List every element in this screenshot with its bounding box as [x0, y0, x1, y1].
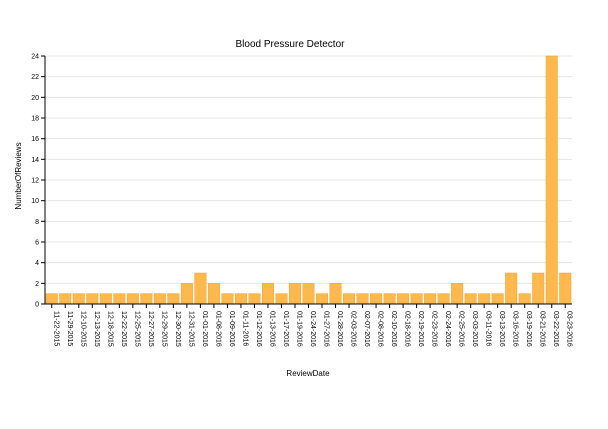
x-tick-label: 12-18-2015 [106, 311, 113, 347]
x-tick-label: 02-23-2016 [431, 311, 438, 347]
bar [559, 272, 572, 305]
bar [59, 293, 72, 305]
chart-title: Blood Pressure Detector [236, 39, 346, 50]
y-tick-label: 22 [31, 74, 39, 81]
x-tick-label: 12-25-2015 [133, 311, 140, 347]
x-tick-label: 03-23-2016 [566, 311, 573, 347]
x-tick-label: 02-07-2016 [363, 311, 370, 347]
bar [221, 293, 234, 305]
x-tick-label: 01-27-2016 [323, 311, 330, 347]
gridlines [45, 55, 572, 284]
bar [383, 293, 396, 305]
x-tick-label: 12-27-2015 [147, 311, 154, 347]
x-tick-label: 01-11-2016 [241, 311, 248, 346]
x-tick-label: 01-12-2016 [255, 311, 262, 347]
bar [437, 293, 450, 305]
bar [45, 293, 58, 305]
y-tick-label: 12 [31, 178, 39, 185]
bar [424, 293, 437, 305]
x-tick-label: 01-13-2016 [268, 311, 275, 347]
bar [167, 293, 180, 305]
y-tick-label: 24 [31, 54, 39, 61]
x-tick-label: 02-10-2016 [390, 311, 397, 347]
bar [234, 293, 247, 305]
x-tick-label: 03-21-2016 [539, 311, 546, 347]
x-tick-label: 03-11-2016 [485, 311, 492, 346]
bar [99, 293, 112, 305]
y-tick-label: 8 [35, 219, 39, 226]
x-tick-label: 03-19-2016 [525, 311, 532, 347]
bar [86, 293, 99, 305]
x-tick-label: 01-19-2016 [295, 311, 302, 347]
x-tick-label: 12-13-2015 [93, 311, 100, 347]
x-tick-label: 02-24-2016 [444, 311, 451, 347]
bar [464, 293, 477, 305]
x-tick-label: 12-22-2015 [120, 311, 127, 347]
bar [505, 272, 518, 305]
x-tick-label: 12-29-2015 [160, 311, 167, 347]
y-tick-label: 6 [35, 240, 39, 247]
x-tick-label: 01-08-2016 [214, 311, 221, 347]
bar [207, 283, 220, 305]
bar [180, 283, 193, 305]
bar [478, 293, 491, 305]
bar [397, 293, 410, 305]
y-tick-label: 14 [31, 157, 39, 164]
bar [316, 293, 329, 305]
bar [356, 293, 369, 305]
bar [140, 293, 153, 305]
x-tick-label: 02-25-2016 [458, 311, 465, 347]
x-tick-label: 02-18-2016 [404, 311, 411, 347]
x-tick-label: 11-22-2015 [52, 311, 59, 346]
bar [194, 272, 207, 305]
x-axis-ticks: 11-22-2015 11-29-2015 12-10-2015 12-13-2015… [51, 304, 573, 347]
bar [72, 293, 85, 305]
x-tick-label: 03-16-2016 [512, 311, 519, 347]
x-tick-label: 03-13-2016 [498, 311, 505, 347]
x-tick-label: 03-03-2016 [471, 311, 478, 347]
bar [491, 293, 504, 305]
bar [518, 293, 531, 305]
bar [329, 283, 342, 305]
x-tick-label: 12-31-2015 [187, 311, 194, 347]
bar [261, 283, 274, 305]
bar [302, 283, 315, 305]
bar [275, 293, 288, 305]
bars [45, 55, 572, 305]
x-tick-label: 02-03-2016 [350, 311, 357, 347]
x-tick-label: 02-19-2016 [417, 311, 424, 347]
y-tick-label: 0 [35, 302, 39, 309]
x-tick-label: 12-10-2015 [79, 311, 86, 347]
x-tick-label: 11-29-2015 [66, 311, 73, 346]
x-tick-label: 01-28-2016 [336, 311, 343, 347]
y-tick-label: 10 [31, 198, 39, 205]
y-axis-label: NumberOfReviews [14, 142, 23, 209]
x-tick-label: 12-30-2015 [174, 311, 181, 347]
bar [113, 293, 126, 305]
x-tick-label: 01-24-2016 [309, 311, 316, 347]
x-tick-label: 01-01-2016 [201, 311, 208, 347]
bar [248, 293, 261, 305]
bar [126, 293, 139, 305]
y-tick-label: 16 [31, 136, 39, 143]
bar [532, 272, 545, 305]
bar [153, 293, 166, 305]
y-tick-label: 2 [35, 281, 39, 288]
bar [370, 293, 383, 305]
y-tick-label: 4 [35, 260, 39, 267]
x-tick-label: 01-09-2016 [228, 311, 235, 347]
bar [343, 293, 356, 305]
x-axis-label: ReviewDate [286, 369, 330, 378]
y-tick-label: 18 [31, 116, 39, 123]
bar [545, 55, 558, 305]
y-tick-label: 20 [31, 95, 39, 102]
bar [288, 283, 301, 305]
bar [451, 283, 464, 305]
x-tick-label: 02-08-2016 [377, 311, 384, 347]
x-tick-label: 01-17-2016 [282, 311, 289, 347]
x-tick-label: 03-22-2016 [552, 311, 559, 347]
bar [410, 293, 423, 305]
